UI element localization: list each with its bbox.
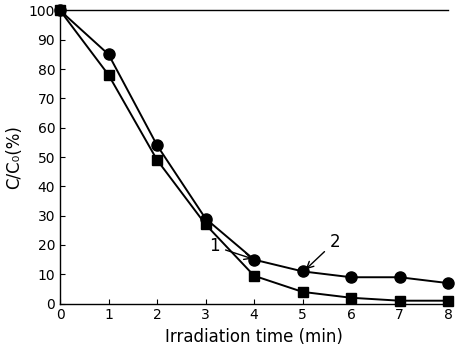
Y-axis label: C/C₀(%): C/C₀(%) xyxy=(5,125,23,189)
X-axis label: Irradiation time (min): Irradiation time (min) xyxy=(165,328,343,346)
Text: 1: 1 xyxy=(210,237,251,259)
Text: 2: 2 xyxy=(307,233,340,268)
